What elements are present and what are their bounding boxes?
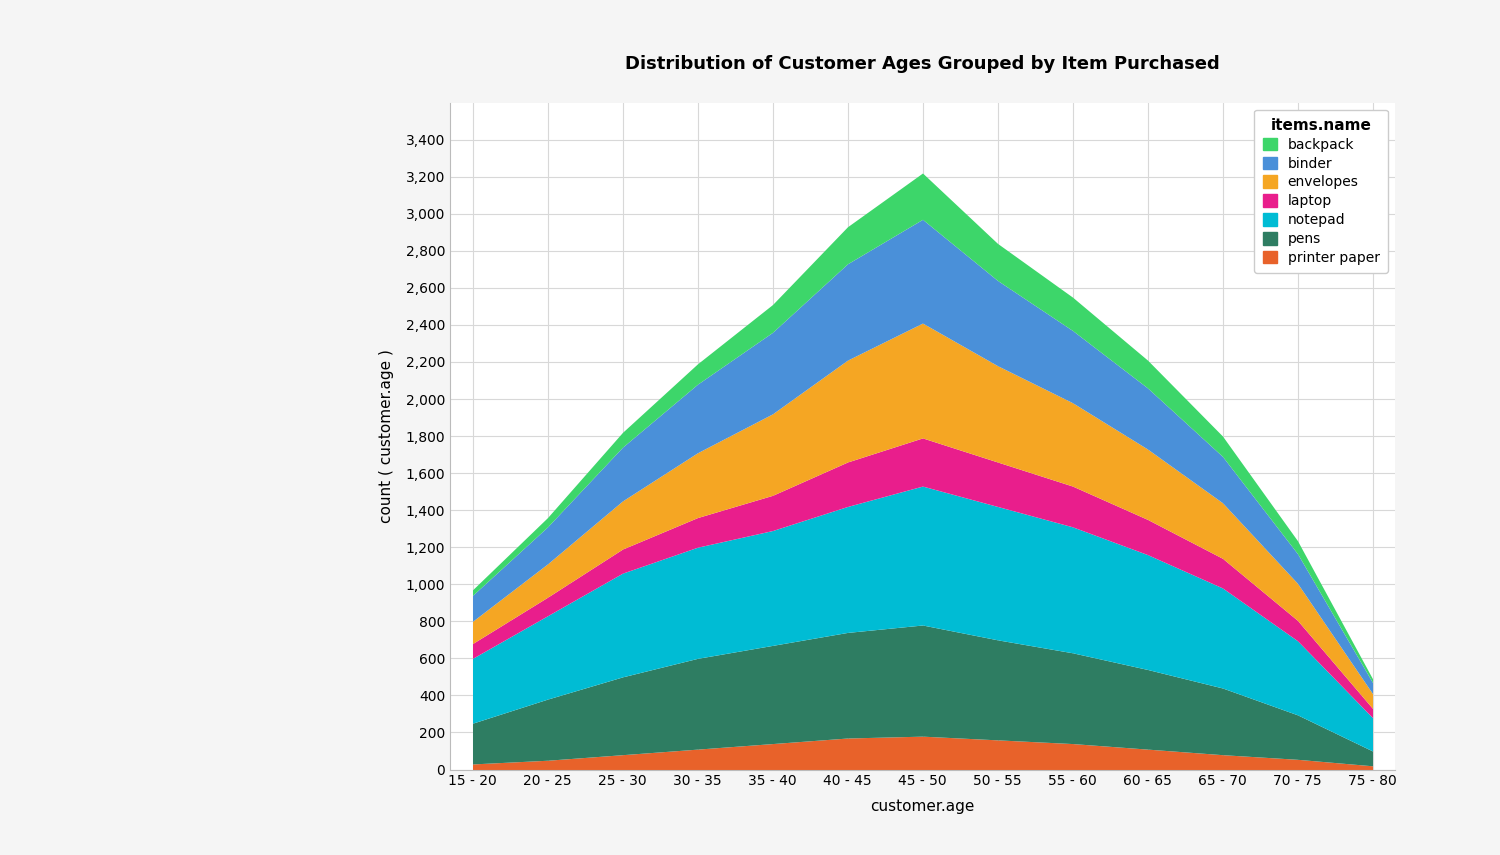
X-axis label: customer.age: customer.age [870, 799, 975, 815]
Text: Distribution of Customer Ages Grouped by Item Purchased: Distribution of Customer Ages Grouped by… [626, 55, 1220, 74]
Legend: backpack, binder, envelopes, laptop, notepad, pens, printer paper: backpack, binder, envelopes, laptop, not… [1254, 109, 1388, 274]
Y-axis label: count ( customer.age ): count ( customer.age ) [380, 349, 394, 523]
